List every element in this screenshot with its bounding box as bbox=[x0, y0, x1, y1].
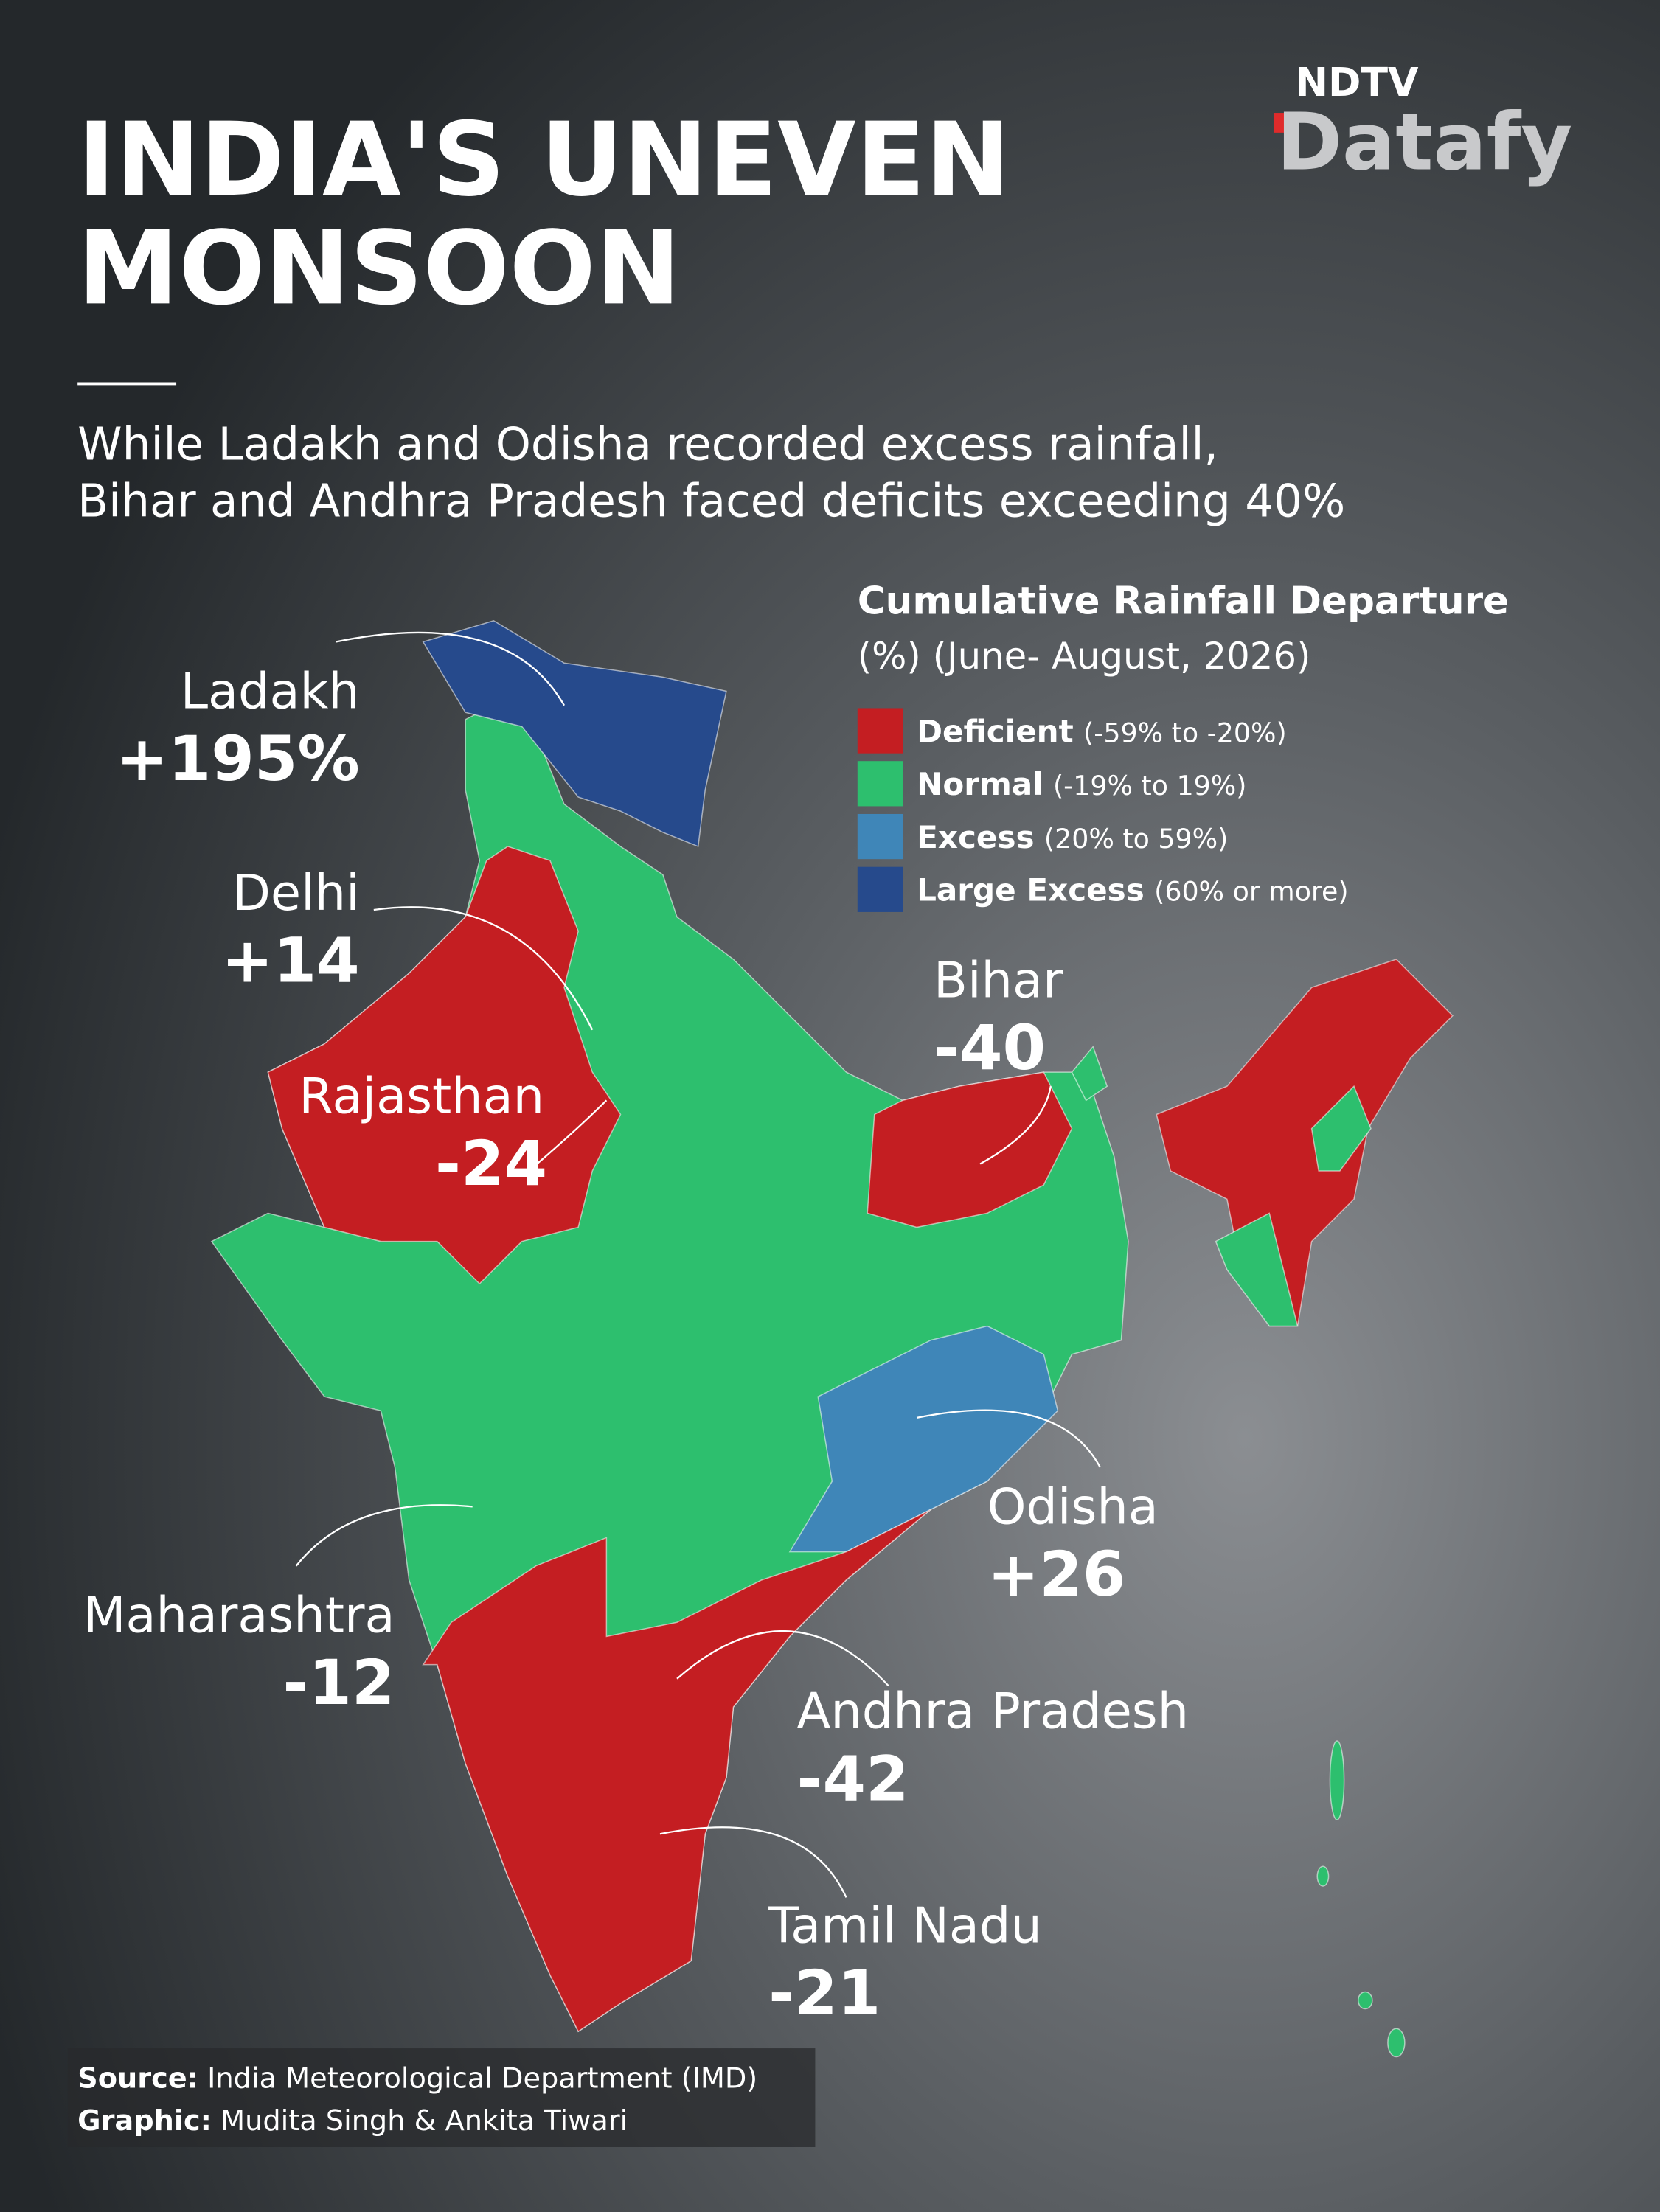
leader-line bbox=[659, 1826, 847, 1898]
legend-label: Large Excess bbox=[917, 872, 1145, 908]
region-name: Andhra Pradesh bbox=[797, 1683, 1190, 1740]
title-line: INDIA'S UNEVEN bbox=[77, 101, 1010, 219]
map-region bbox=[1215, 1212, 1299, 1327]
region-value: +14 bbox=[221, 925, 360, 997]
region-name: Tamil Nadu bbox=[768, 1897, 1041, 1955]
legend-range: (-59% to -20%) bbox=[1083, 717, 1287, 748]
leader-line bbox=[373, 906, 594, 1031]
legend-label: Excess bbox=[917, 819, 1034, 855]
leader-line bbox=[916, 1409, 1101, 1468]
map-region bbox=[867, 1071, 1073, 1228]
map-region bbox=[422, 1509, 931, 2033]
legend-entry: Excess (20% to 59%) bbox=[917, 819, 1228, 855]
brand-name: Datafy bbox=[1277, 97, 1572, 189]
legend-range: (60% or more) bbox=[1154, 876, 1348, 908]
region-value: -21 bbox=[768, 1957, 881, 2029]
legend-label: Deficient bbox=[917, 713, 1074, 749]
map-region bbox=[1310, 1085, 1372, 1172]
map-region bbox=[267, 846, 622, 1285]
region-name: Bihar bbox=[934, 952, 1063, 1009]
region-value: -24 bbox=[435, 1127, 547, 1200]
leader-line bbox=[676, 1630, 889, 1687]
source-line: Source: India Meteorological Department … bbox=[77, 2062, 757, 2096]
leader-line bbox=[295, 1504, 473, 1567]
source-label: Source: bbox=[77, 2062, 198, 2096]
brand-top: NDTV bbox=[1295, 59, 1419, 105]
legend-range: (-19% to 19%) bbox=[1053, 770, 1246, 801]
map-region bbox=[1156, 959, 1454, 1327]
region-name: Maharashtra bbox=[83, 1587, 395, 1644]
map-region bbox=[1329, 1740, 1345, 1820]
legend-swatch bbox=[857, 813, 903, 860]
footer-background bbox=[67, 2048, 816, 2147]
region-labels: Ladakh+195% Delhi+14 Rajasthan-24 Bihar-40 O… bbox=[83, 662, 1189, 2029]
map-region bbox=[1387, 2028, 1406, 2058]
subtitle-line: Bihar and Andhra Pradesh faced deficits … bbox=[77, 475, 1345, 527]
credit-line: Graphic: Mudita Singh & Ankita Tiwari bbox=[77, 2104, 628, 2138]
legend: Cumulative Rainfall Departure (%) (June-… bbox=[857, 579, 1509, 912]
region-value: -12 bbox=[282, 1646, 395, 1719]
source-text: India Meteorological Department (IMD) bbox=[207, 2062, 757, 2096]
india-map bbox=[210, 620, 1454, 2058]
legend-range: (20% to 59%) bbox=[1044, 823, 1228, 855]
leader-line bbox=[335, 631, 565, 706]
credit-label: Graphic: bbox=[77, 2104, 212, 2138]
region-value: -42 bbox=[797, 1742, 909, 1815]
legend-title: Cumulative Rainfall Departure bbox=[858, 579, 1509, 623]
brand-dot bbox=[1273, 113, 1293, 133]
region-name: Ladakh bbox=[181, 662, 360, 720]
credit-text: Mudita Singh & Ankita Tiwari bbox=[220, 2104, 628, 2138]
leader-line bbox=[528, 1099, 608, 1172]
title-line: MONSOON bbox=[77, 209, 681, 327]
brand-logo: NDTV Datafy bbox=[1273, 59, 1572, 189]
region-value: -40 bbox=[934, 1012, 1046, 1084]
map-region bbox=[422, 620, 727, 848]
region-name: Odisha bbox=[987, 1478, 1159, 1535]
region-name: Rajasthan bbox=[299, 1068, 544, 1125]
legend-label: Normal bbox=[917, 766, 1043, 802]
map-region bbox=[1316, 1865, 1330, 1887]
map-region bbox=[1357, 1991, 1373, 2010]
legend-swatch bbox=[857, 761, 903, 807]
map-region bbox=[1071, 1046, 1108, 1102]
legend-swatch bbox=[857, 866, 903, 912]
subtitle-line: While Ladakh and Odisha recorded excess … bbox=[77, 419, 1218, 471]
region-value: +195% bbox=[116, 723, 359, 795]
region-value: +26 bbox=[987, 1538, 1126, 1610]
legend-entry: Deficient (-59% to -20%) bbox=[917, 713, 1287, 749]
leader-lines bbox=[295, 631, 1101, 1898]
legend-entry: Large Excess (60% or more) bbox=[917, 872, 1348, 908]
map-region bbox=[788, 1325, 1059, 1553]
legend-subtitle: (%) (June- August, 2026) bbox=[858, 635, 1311, 678]
legend-entry: Normal (-19% to 19%) bbox=[917, 766, 1246, 802]
legend-swatch bbox=[857, 708, 903, 754]
region-name: Delhi bbox=[232, 864, 359, 922]
leader-line bbox=[979, 1086, 1052, 1165]
